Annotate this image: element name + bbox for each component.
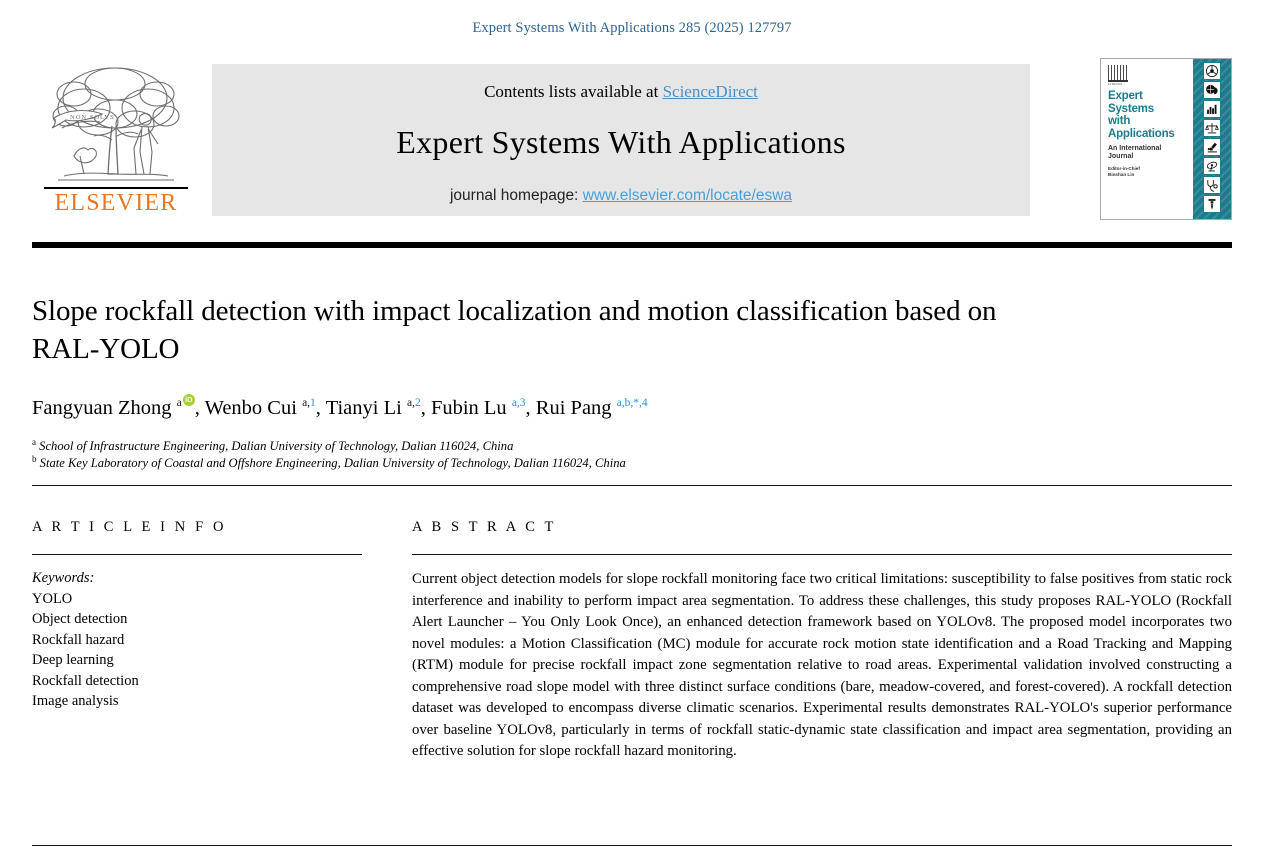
page-bottom-rule [32,845,1232,847]
cover-icon-strip [1193,59,1231,219]
article-info-rule [32,554,362,556]
affiliation-item: b State Key Laboratory of Coastal and Of… [32,453,1232,472]
abstract-heading: A B S T R A C T [412,519,557,536]
author-name: Fubin Lu [430,396,512,419]
homepage-prefix: journal homepage: [449,187,583,204]
affiliation-marker: b [32,453,37,464]
article-info-heading: A R T I C L E I N F O [32,519,227,536]
journal-homepage-link[interactable]: www.elsevier.com/locate/eswa [582,187,793,204]
journal-cover-thumbnail[interactable]: ELSEVIER Expert Systems with Application… [1100,58,1232,220]
cover-editor-info: Editor-in-Chief Binshan Lin [1108,166,1193,177]
elsevier-non-solus-tree-logo: NON SOLVS [40,56,192,216]
journal-title: Expert Systems With Applications [396,124,846,160]
author-affiliation-marks: a,3 [511,397,526,409]
abstract-rule [412,554,1232,556]
abstract-text: Current object detection models for slop… [412,571,1232,760]
keywords-label: Keywords: [32,570,95,587]
elsevier-logo-rule [44,187,188,189]
journal-masthead: NON SOLVS ELSEVIER Contents lists availa… [32,52,1232,220]
cover-title-line-3: with [1108,115,1131,127]
running-head: Expert Systems With Applications 285 (20… [472,20,792,36]
keyword-item: Object detection [32,611,128,628]
cover-subtitle-line-2: Journal [1108,153,1134,160]
keyword-item: YOLO [32,590,73,607]
article-info-column: A R T I C L E I N F O Keywords: YOLO Obje… [32,519,362,763]
contents-prefix: Contents lists available at [484,82,663,101]
keyword-item: Deep learning [32,652,114,669]
affiliation-text: School of Infrastructure Engineering, Da… [36,438,514,453]
stethoscope-icon [1203,176,1221,194]
author-name: Tianyi Li [325,396,407,419]
affiliation-bottom-rule [32,484,1232,487]
globe-head-icon [1203,81,1221,99]
author-name: Wenbo Cui [204,396,303,419]
author-name: Rui Pang [535,396,617,419]
svg-text:NON SOLVS: NON SOLVS [70,114,115,121]
cover-subtitle: An International Journal [1108,145,1193,161]
cover-elsevier-imprint-icon [1108,65,1128,82]
keywords-values: YOLO Object detection Rockfall hazard Deep … [32,589,362,712]
cover-title: Expert Systems with Applications [1108,90,1193,140]
cover-title-line-4: Applications [1108,127,1175,140]
keyword-item: Rockfall hazard [32,631,125,648]
cover-editor-line-2: Binshan Lin [1108,171,1135,177]
author-affiliation-marks: a,2 [406,397,421,409]
affiliation-marker: a [32,436,36,447]
affiliation-item: a School of Infrastructure Engineering, … [32,436,1232,455]
cover-title-line-1: Expert [1108,90,1143,102]
orcid-icon[interactable] [182,393,195,406]
satellite-dish-icon [1203,157,1221,175]
microscope-icon [1203,138,1221,156]
journal-homepage-line: journal homepage: www.elsevier.com/locat… [212,187,1030,205]
masthead-bottom-rule [32,242,1232,248]
balance-scales-icon [1203,119,1221,137]
cover-editor-line-1: Editor-in-Chief [1108,166,1140,171]
keywords-block: Keywords: YOLO Object detection Rockfall h… [32,568,362,712]
contents-available-line: Contents lists available at ScienceDirec… [212,64,1030,102]
sciencedirect-link[interactable]: ScienceDirect [662,82,758,101]
cover-subtitle-line-1: An International [1108,145,1162,152]
info-abstract-columns: A R T I C L E I N F O Keywords: YOLO Obje… [32,519,1232,763]
screw-icon [1203,195,1221,213]
paper-title: Slope rockfall detection with impact loc… [32,295,997,365]
affiliation-list: a School of Infrastructure Engineering, … [32,436,1232,472]
keyword-item: Rockfall detection [32,672,139,689]
cover-left-panel: ELSEVIER Expert Systems with Application… [1101,59,1193,219]
affiliation-text: State Key Laboratory of Coastal and Offs… [36,455,626,470]
author-list: Fangyuan Zhong a, Wenbo Cui a,1, Tianyi … [32,393,1232,420]
author-affiliation-marks: a [176,397,182,409]
elsevier-wordmark: ELSEVIER [54,190,178,216]
cover-imprint-caption: ELSEVIER [1108,83,1123,86]
steering-wheel-icon [1203,62,1221,80]
author-affiliation-marks: a,b,*,4 [616,397,648,409]
author-affiliation-marks: a,1 [302,397,316,409]
author-name: Fangyuan Zhong [32,396,177,419]
abstract-column: A B S T R A C T Current object detection… [412,519,1232,763]
cover-title-line-2: Systems [1108,102,1154,115]
keyword-item: Image analysis [32,693,119,710]
bar-chart-icon [1203,100,1221,118]
journal-banner: Contents lists available at ScienceDirec… [212,64,1030,216]
